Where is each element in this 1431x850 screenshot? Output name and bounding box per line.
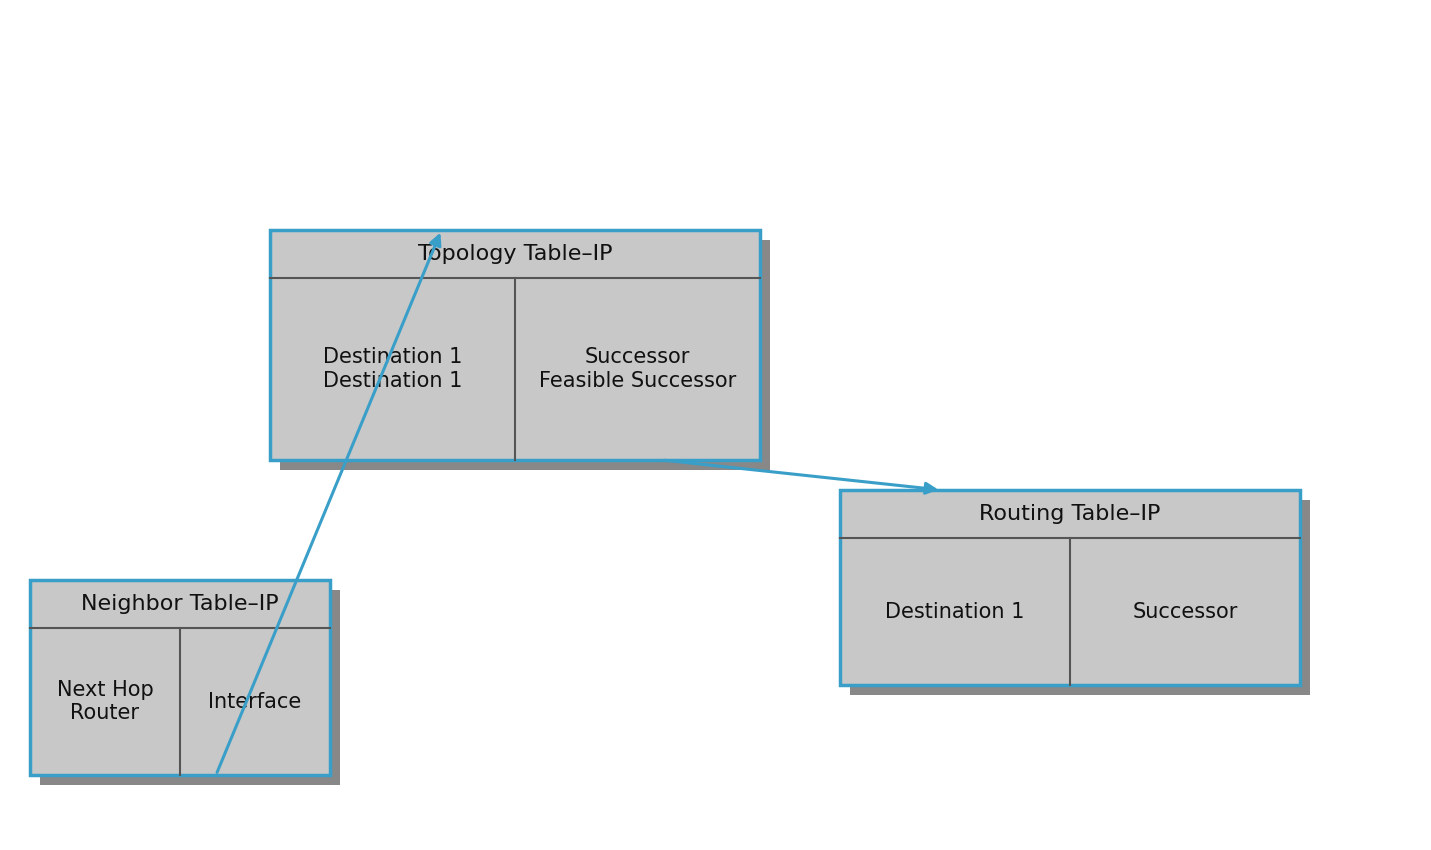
Bar (270, 230, 760, 460)
Bar (280, 240, 770, 470)
Bar (30, 580, 331, 775)
Text: Neighbor Table–IP: Neighbor Table–IP (82, 594, 279, 614)
Text: Next Hop
Router: Next Hop Router (57, 680, 153, 723)
Text: Topology Table–IP: Topology Table–IP (418, 244, 612, 264)
Text: Successor: Successor (1132, 602, 1238, 621)
Text: Successor
Feasible Successor: Successor Feasible Successor (539, 348, 736, 391)
Text: Routing Table–IP: Routing Table–IP (979, 504, 1161, 524)
Text: Interface: Interface (209, 692, 302, 711)
Text: Destination 1: Destination 1 (886, 602, 1025, 621)
Bar (840, 490, 1299, 685)
Bar (840, 490, 1299, 685)
Bar (40, 590, 341, 785)
Text: Destination 1
Destination 1: Destination 1 Destination 1 (323, 348, 462, 391)
Bar (30, 580, 331, 775)
Bar (270, 230, 760, 460)
Bar (850, 500, 1309, 695)
